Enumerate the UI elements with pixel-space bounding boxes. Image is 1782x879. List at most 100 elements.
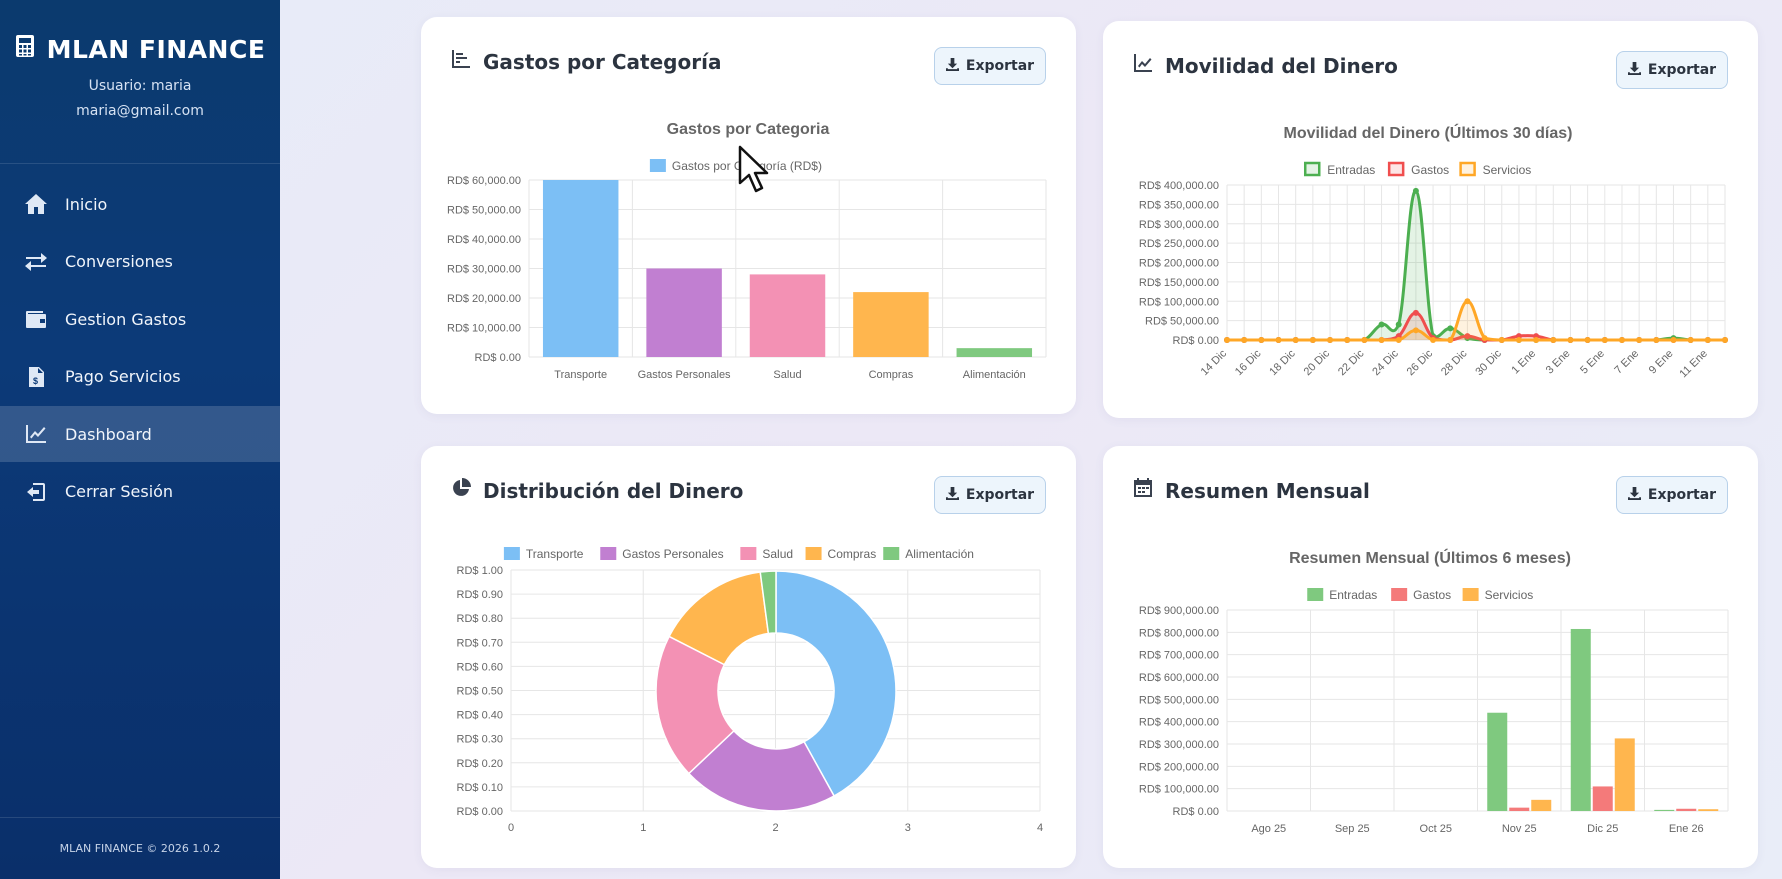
y-tick-label: RD$ 0.00 [1173, 335, 1219, 347]
bar [1676, 808, 1697, 811]
y-tick-label: RD$ 0.60 [457, 661, 503, 673]
invoice-icon: $ [24, 365, 48, 389]
sidebar-item-cerrar-sesion[interactable]: Cerrar Sesión [0, 464, 280, 520]
chart-line-icon [1133, 53, 1153, 78]
y-tick-label: RD$ 250,000.00 [1139, 238, 1219, 250]
bar [956, 348, 1033, 357]
data-point [1636, 337, 1643, 343]
mouse-cursor-icon [738, 145, 769, 193]
y-tick-label: RD$ 0.40 [457, 710, 503, 722]
data-point [1447, 325, 1454, 332]
legend-swatch [883, 547, 900, 560]
data-point [1515, 337, 1522, 343]
y-tick-label: RD$ 200,000.00 [1139, 761, 1219, 773]
legend-swatch [1303, 161, 1321, 177]
legend-label: Salud [762, 547, 793, 561]
y-tick-label: RD$ 20,000.00 [447, 293, 521, 305]
pie-slice [687, 729, 836, 812]
brand-block: MLAN FINANCE Usuario: maria maria@gmail.… [0, 0, 280, 164]
legend-label: Entradas [1327, 163, 1375, 177]
y-tick-label: RD$ 0.00 [1173, 806, 1219, 818]
y-tick-label: RD$ 800,000.00 [1139, 627, 1219, 639]
y-tick-label: RD$ 0.70 [457, 637, 503, 649]
y-tick-label: RD$ 0.00 [475, 352, 521, 364]
x-tick-label: 5 Ene [1578, 348, 1607, 377]
chart-title: Gastos por Categoria [667, 121, 830, 138]
pie-slice [775, 570, 897, 798]
bar [1509, 807, 1530, 811]
x-tick-label: 2 [772, 822, 778, 834]
export-button[interactable]: Exportar [1616, 476, 1728, 514]
x-tick-label: 14 Dic [1199, 347, 1230, 378]
sidebar-item-label: Gestion Gastos [65, 309, 187, 329]
svg-text:$: $ [33, 376, 38, 386]
sidebar-item-label: Conversiones [65, 252, 173, 272]
sidebar-item-conversiones[interactable]: Conversiones [0, 234, 280, 290]
y-tick-label: RD$ 0.10 [457, 782, 503, 794]
x-tick-label: 1 [640, 822, 646, 834]
export-button[interactable]: Exportar [934, 47, 1046, 85]
y-tick-label: RD$ 60,000.00 [447, 175, 521, 187]
data-point [1258, 337, 1265, 343]
legend-swatch [1307, 588, 1324, 601]
x-tick-label: Dic 25 [1587, 823, 1618, 835]
bar [1614, 738, 1635, 811]
sidebar-item-label: Dashboard [65, 424, 152, 444]
calendar-icon [1133, 478, 1153, 503]
bar [749, 274, 826, 357]
x-tick-label: 11 Ene [1677, 348, 1710, 381]
bar [1487, 712, 1508, 811]
data-point [1292, 337, 1299, 343]
logout-icon [24, 480, 48, 504]
sidebar-item-label: Inicio [65, 194, 108, 214]
data-point [1601, 337, 1608, 343]
legend-swatch [649, 159, 666, 172]
data-point [1567, 337, 1574, 343]
export-button[interactable]: Exportar [934, 476, 1046, 514]
sidebar-item-dashboard[interactable]: Dashboard [0, 406, 280, 463]
x-tick-label: 1 Ene [1509, 348, 1538, 377]
legend-label: Gastos [1413, 588, 1451, 602]
export-button[interactable]: Exportar [1616, 51, 1728, 89]
data-point [1224, 337, 1230, 343]
x-tick-label: 4 [1037, 822, 1043, 834]
sidebar-item-pago-servicios[interactable]: $ Pago Servicios [0, 349, 280, 405]
x-tick-label: 0 [508, 822, 514, 834]
legend-label: Transporte [526, 547, 584, 561]
x-tick-label: 26 Dic [1405, 347, 1436, 378]
data-point [1722, 337, 1728, 343]
x-tick-label: 7 Ene [1612, 348, 1641, 377]
x-tick-label: Oct 25 [1420, 823, 1452, 835]
y-tick-label: RD$ 400,000.00 [1139, 180, 1219, 192]
chart-line-icon [24, 422, 48, 446]
x-tick-label: 16 Dic [1233, 347, 1264, 378]
x-tick-label: 9 Ene [1647, 348, 1676, 377]
x-tick-label: 18 Dic [1267, 347, 1298, 378]
sidebar-footer: MLAN FINANCE © 2026 1.0.2 [0, 817, 280, 879]
data-point [1412, 187, 1419, 194]
card-title: Resumen Mensual [1133, 478, 1370, 503]
y-tick-label: RD$ 50,000.00 [1145, 316, 1219, 328]
sidebar-nav: Inicio Conversiones Gestion Gastos $ Pag… [0, 176, 280, 520]
x-tick-label: 28 Dic [1439, 347, 1470, 378]
chart-title: Movilidad del Dinero (Últimos 30 días) [1284, 123, 1573, 142]
sidebar-item-gestion-gastos[interactable]: Gestion Gastos [0, 291, 280, 347]
y-tick-label: RD$ 350,000.00 [1139, 199, 1219, 211]
chart-title: Resumen Mensual (Últimos 6 meses) [1289, 548, 1571, 567]
data-point [1378, 321, 1385, 328]
sidebar-item-inicio[interactable]: Inicio [0, 176, 280, 232]
app-name: MLAN FINANCE [46, 34, 266, 64]
y-tick-label: RD$ 100,000.00 [1139, 784, 1219, 796]
data-point [1430, 337, 1437, 343]
data-point [1395, 337, 1402, 343]
legend-label: Gastos [1411, 163, 1449, 177]
x-tick-label: Salud [773, 369, 801, 381]
sidebar: MLAN FINANCE Usuario: maria maria@gmail.… [0, 0, 280, 879]
legend-swatch [1462, 588, 1479, 601]
y-tick-label: RD$ 500,000.00 [1139, 694, 1219, 706]
calculator-icon [15, 34, 35, 64]
x-tick-label: 3 [905, 822, 911, 834]
data-point [1309, 337, 1316, 343]
y-tick-label: RD$ 50,000.00 [447, 205, 521, 217]
